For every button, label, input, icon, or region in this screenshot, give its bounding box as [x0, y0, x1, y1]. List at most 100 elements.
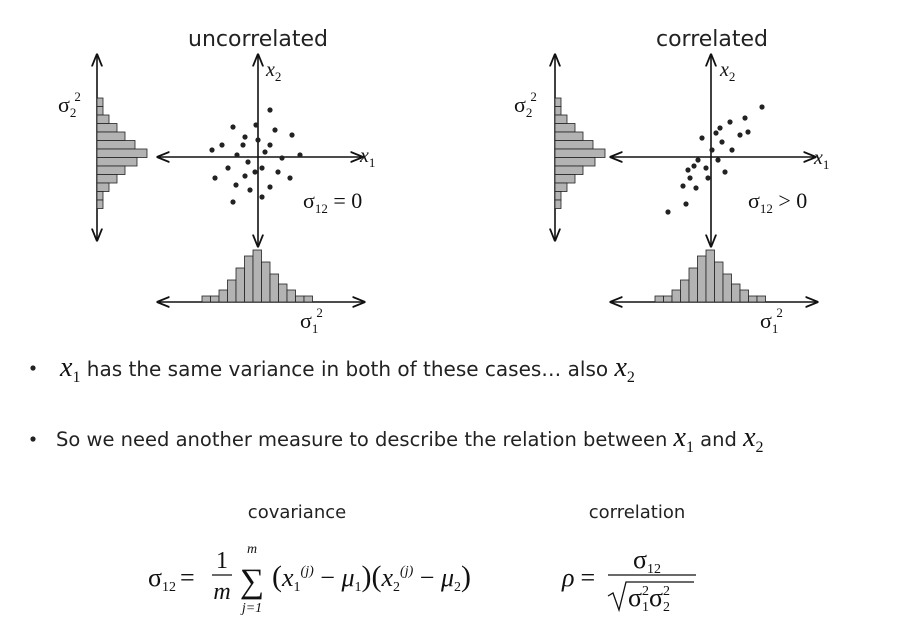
histogram-bar	[554, 114, 568, 124]
scatter-dot	[693, 185, 699, 191]
histogram-bar	[96, 157, 138, 167]
histogram-bar	[210, 295, 220, 303]
histogram-bar	[303, 295, 313, 303]
histogram-bar	[96, 131, 126, 141]
scatter-dot	[240, 142, 246, 148]
histogram-bar	[554, 97, 562, 107]
formula-label: covariance	[248, 502, 346, 523]
scatter-dot	[267, 107, 273, 113]
histogram-bar	[96, 199, 104, 209]
scatter-dot	[717, 125, 723, 131]
scatter-dot	[709, 147, 715, 153]
sum-sign: ∑	[240, 563, 264, 600]
scatter-dot	[297, 152, 303, 158]
variance-label: σ12	[300, 305, 323, 336]
histogram-bar	[96, 148, 148, 158]
scatter-dot	[745, 129, 751, 135]
formula-terms: (x1(j) − μ1)(x2(j) − μ2)	[272, 560, 471, 595]
variance-label: σ12	[760, 305, 783, 336]
histogram-bar	[96, 106, 104, 116]
histogram-bar	[269, 273, 279, 303]
histogram-bar	[688, 267, 698, 303]
histogram-bar	[286, 289, 296, 303]
histogram-bar	[554, 182, 568, 192]
panel-title: uncorrelated	[188, 27, 328, 52]
scatter-dot	[225, 165, 231, 171]
scatter-dot	[234, 152, 240, 158]
scatter-dot	[275, 169, 281, 175]
scatter-dot	[242, 134, 248, 140]
scatter-dot	[703, 165, 709, 171]
histogram-bar	[96, 97, 104, 107]
histogram-bar	[714, 261, 724, 303]
histogram-bar	[244, 255, 254, 303]
scatter-dot	[267, 142, 273, 148]
axis-label: x2	[719, 59, 735, 84]
histogram-bar	[278, 283, 288, 303]
relation-label: σ12 = 0	[303, 188, 362, 216]
scatter-dot	[230, 199, 236, 205]
histogram-bar	[96, 191, 104, 201]
fraction-numerator: 1	[216, 548, 228, 574]
scatter-dot	[209, 147, 215, 153]
sum-lower: j=1	[240, 601, 262, 616]
axis-label: x2	[265, 59, 281, 84]
scatter-dot	[705, 175, 711, 181]
scatter-dot	[267, 184, 273, 190]
histogram-bar	[96, 123, 118, 133]
bullet	[30, 436, 36, 442]
histogram-bar	[739, 289, 749, 303]
scatter-dot	[242, 173, 248, 179]
histogram-bar	[261, 261, 271, 303]
histogram-bar	[218, 289, 228, 303]
scatter-dot	[245, 159, 251, 165]
scatter-dot	[722, 169, 728, 175]
scatter-dot	[219, 142, 225, 148]
scatter-dot	[695, 157, 701, 163]
scatter-dot	[713, 130, 719, 136]
histogram-bar	[201, 295, 211, 303]
scatter-dot	[665, 209, 671, 215]
histogram-bar	[295, 295, 305, 303]
variance-label: σ22	[58, 89, 81, 120]
scatter-dot	[727, 119, 733, 125]
bullet-text: So we need another measure to describe t…	[56, 422, 764, 456]
scatter-dot	[252, 169, 258, 175]
histogram-bar	[235, 267, 245, 303]
scatter-dot	[680, 183, 686, 189]
histogram-bar	[252, 249, 262, 303]
scatter-dot	[259, 194, 265, 200]
scatter-dot	[255, 137, 261, 143]
histogram-bar	[96, 114, 110, 124]
histogram-bar	[654, 295, 664, 303]
scatter-dot	[699, 135, 705, 141]
histogram-bar	[671, 289, 681, 303]
histogram-bar	[722, 273, 732, 303]
scatter-dot	[719, 139, 725, 145]
formula-lhs: σ12 =	[148, 563, 195, 595]
illustrations	[97, 55, 817, 302]
relation-label: σ12 > 0	[748, 188, 807, 216]
fraction-numerator: σ12	[633, 545, 661, 577]
scatter-dot	[247, 187, 253, 193]
scatter-dot	[230, 124, 236, 130]
histogram-bar	[554, 123, 576, 133]
histogram-bar	[663, 295, 673, 303]
scatter-dot	[687, 175, 693, 181]
scatter-dot	[683, 201, 689, 207]
scatter-dot	[715, 157, 721, 163]
axis-label: x1	[813, 147, 829, 172]
histogram-bar	[554, 157, 596, 167]
scatter-dot	[691, 163, 697, 169]
histogram-bar	[554, 191, 562, 201]
scatter-dot	[729, 147, 735, 153]
histogram-bar	[96, 165, 126, 175]
formula-label: correlation	[589, 502, 686, 523]
scatter-dot	[759, 104, 765, 110]
histogram-bar	[680, 279, 690, 303]
scatter-dot	[289, 132, 295, 138]
histogram-bar	[554, 131, 584, 141]
bullet	[30, 365, 36, 371]
fraction-denominator: σ12σ22	[628, 583, 670, 615]
